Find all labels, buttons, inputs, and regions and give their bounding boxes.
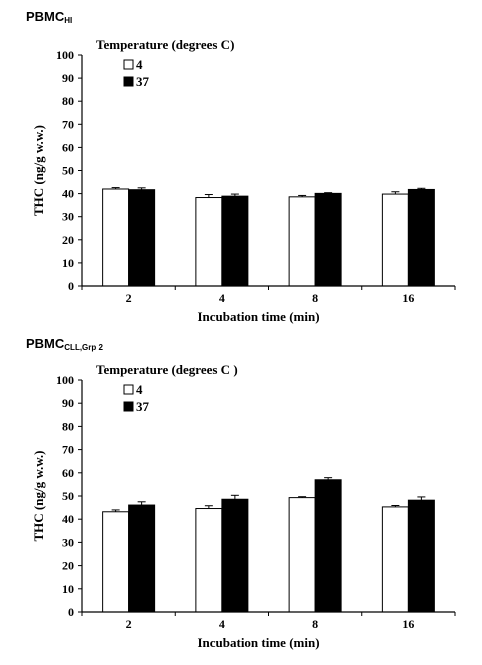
bar	[381, 506, 409, 613]
x-tick-label: 16	[402, 291, 414, 305]
y-tick-label: 10	[62, 256, 74, 270]
y-tick-label: 50	[62, 489, 74, 503]
y-tick-label: 80	[62, 94, 74, 108]
y-tick-label: 20	[62, 233, 74, 247]
bar	[195, 197, 223, 287]
legend-swatch	[123, 401, 134, 412]
bar	[407, 499, 435, 613]
y-tick-label: 60	[62, 466, 74, 480]
chart-title: PBMCHI	[26, 9, 73, 25]
legend-swatch	[123, 59, 134, 70]
y-tick-label: 40	[62, 512, 74, 526]
x-tick-label: 16	[402, 617, 414, 631]
bar	[128, 189, 156, 287]
y-axis-label: THC (ng/g w.w.)	[31, 450, 46, 541]
x-tick-label: 4	[219, 617, 225, 631]
chart-title: PBMCCLL,Grp 2	[26, 336, 103, 352]
y-tick-label: 90	[62, 396, 74, 410]
bar-chart: 0 10 20 30 40 50 60 70 80 90 100 2 4 8 16 Incubation ti…	[31, 37, 456, 324]
y-tick-label: 0	[68, 279, 74, 293]
y-tick-label: 60	[62, 140, 74, 154]
x-axis-label: Incubation time (min)	[197, 309, 319, 324]
legend-label: 4	[136, 57, 143, 72]
y-tick-label: 100	[56, 48, 74, 62]
y-axis-label: THC (ng/g w.w.)	[31, 125, 46, 216]
bar	[288, 497, 316, 613]
bar	[407, 188, 435, 287]
legend-label: 37	[136, 74, 150, 89]
y-tick-label: 90	[62, 71, 74, 85]
legend-label: 37	[136, 399, 150, 414]
x-tick-label: 8	[312, 291, 318, 305]
bar	[195, 508, 223, 613]
y-tick-label: 20	[62, 559, 74, 573]
x-tick-label: 8	[312, 617, 318, 631]
legend-swatch	[123, 384, 134, 395]
bar	[128, 504, 156, 613]
y-tick-label: 80	[62, 419, 74, 433]
y-tick-label: 70	[62, 443, 74, 457]
legend-swatch	[123, 76, 134, 87]
x-tick-label: 4	[219, 291, 225, 305]
y-tick-label: 0	[68, 605, 74, 619]
x-tick-label: 2	[126, 291, 132, 305]
bar	[381, 193, 409, 287]
bar	[102, 511, 130, 613]
y-tick-label: 70	[62, 117, 74, 131]
y-tick-label: 40	[62, 187, 74, 201]
legend-title: Temperature (degrees C)	[96, 37, 234, 52]
y-tick-label: 100	[56, 373, 74, 387]
chart-panel-pbmc-cll: 0 10 20 30 40 50 60 70 80 90 100 2 4 8 16 Incubation ti…	[0, 330, 482, 665]
bar	[221, 498, 249, 613]
bar	[102, 188, 130, 287]
chart-panel-pbmc-hi: 0 10 20 30 40 50 60 70 80 90 100 2 4 8 16 Incubation ti…	[0, 0, 482, 330]
x-tick-label: 2	[126, 617, 132, 631]
legend-label: 4	[136, 382, 143, 397]
bar	[288, 196, 316, 287]
legend-title: Temperature (degrees C )	[96, 362, 238, 377]
bar	[221, 195, 249, 287]
y-tick-label: 30	[62, 535, 74, 549]
bar	[314, 479, 342, 613]
y-tick-label: 30	[62, 210, 74, 224]
bar-chart: 0 10 20 30 40 50 60 70 80 90 100 2 4 8 16 Incubation ti…	[31, 362, 456, 650]
x-axis-label: Incubation time (min)	[197, 635, 319, 650]
y-tick-label: 50	[62, 164, 74, 178]
y-tick-label: 10	[62, 582, 74, 596]
bar	[314, 192, 342, 287]
